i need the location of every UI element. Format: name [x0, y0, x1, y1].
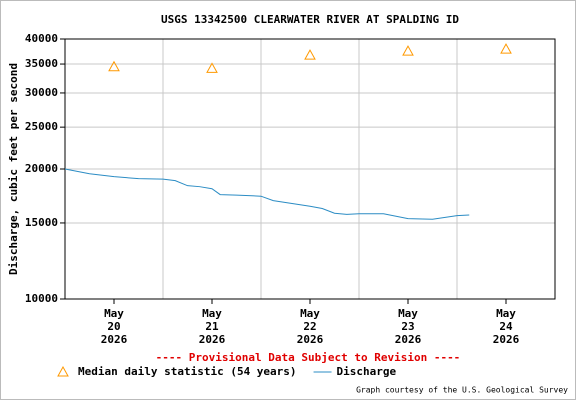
chart-title: USGS 13342500 CLEARWATER RIVER AT SPALDI… [161, 13, 459, 26]
median-marker [402, 45, 414, 56]
y-tick-label: 20000 [25, 162, 58, 175]
y-tick-label: 25000 [25, 120, 58, 133]
x-tick-label: May 24 2026 [492, 307, 520, 346]
median-marker [206, 62, 218, 73]
legend-label: Discharge [337, 365, 397, 378]
credit: Graph courtesy of the U.S. Geological Su… [356, 386, 568, 395]
x-tick-label: May 22 2026 [296, 307, 324, 346]
y-tick-label: 15000 [25, 216, 58, 229]
x-tick-label: May 21 2026 [198, 307, 226, 346]
y-tick-label: 40000 [25, 32, 58, 45]
median-marker [108, 60, 120, 72]
y-tick-label: 35000 [25, 57, 58, 70]
x-tick-label: May 23 2026 [394, 307, 422, 346]
x-tick-label: May 20 2026 [100, 307, 128, 346]
note: ---- Provisional Data Subject to Revisio… [156, 351, 461, 364]
y-axis-label: Discharge, cubic feet per second [7, 63, 20, 275]
y-tick-label: 30000 [25, 86, 58, 99]
legend-marker [57, 365, 69, 377]
discharge-line [64, 168, 470, 220]
median-marker [304, 49, 316, 60]
legend-label: Median daily statistic (54 years) [78, 365, 297, 378]
y-tick-label: 10000 [25, 292, 58, 305]
median-marker [500, 43, 512, 54]
